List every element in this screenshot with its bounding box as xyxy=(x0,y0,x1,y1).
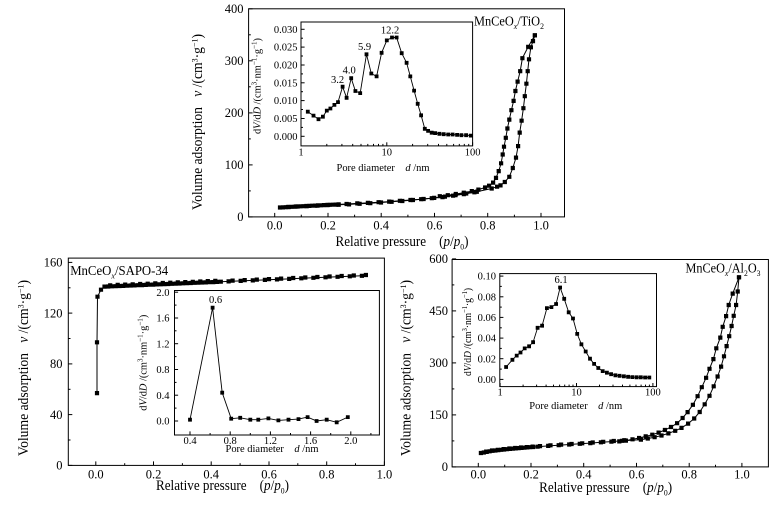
svg-text:Relative pressure (p/p0​): Relative pressure (p/p0​) xyxy=(336,234,469,252)
svg-text:160: 160 xyxy=(44,256,63,270)
svg-text:3.2: 3.2 xyxy=(331,75,344,86)
svg-text:Volume adsorption v /(cm3​·g: Volume adsorption v /(cm3​·g−1​) xyxy=(398,280,415,456)
svg-text:Volume adsorption v /(cm3​·g: Volume adsorption v /(cm3​·g−1​) xyxy=(190,34,207,210)
svg-text:Volume adsorption v /(cm3​·g: Volume adsorption v /(cm3​·g−1​) xyxy=(16,280,33,456)
svg-text:120: 120 xyxy=(44,306,63,320)
svg-text:0.4: 0.4 xyxy=(373,219,389,233)
svg-text:300: 300 xyxy=(225,54,244,68)
svg-text:0.8: 0.8 xyxy=(224,436,237,447)
svg-text:5.9: 5.9 xyxy=(358,42,371,53)
svg-text:Relative pressure (p/p0​): Relative pressure (p/p0​) xyxy=(156,478,289,496)
svg-text:0.08: 0.08 xyxy=(478,292,496,303)
svg-text:0.4: 0.4 xyxy=(576,468,592,482)
svg-text:10: 10 xyxy=(382,148,393,159)
svg-text:Pore diameter d /nm: Pore diameter d /nm xyxy=(529,400,622,412)
svg-text:0.4: 0.4 xyxy=(156,391,170,402)
svg-text:1.6: 1.6 xyxy=(156,314,169,325)
svg-text:0: 0 xyxy=(237,210,243,224)
svg-text:400: 400 xyxy=(225,2,244,16)
svg-text:0.0: 0.0 xyxy=(88,468,104,482)
svg-text:0.6: 0.6 xyxy=(629,468,645,482)
svg-text:600: 600 xyxy=(429,252,448,266)
svg-text:0.6: 0.6 xyxy=(261,468,277,482)
svg-text:100: 100 xyxy=(225,158,244,172)
svg-text:Pore diameter d /nm: Pore diameter d /nm xyxy=(226,443,319,455)
svg-text:0.10: 0.10 xyxy=(478,272,496,283)
svg-text:0.8: 0.8 xyxy=(480,219,496,233)
svg-text:1: 1 xyxy=(497,388,502,399)
svg-text:MnCeOx​/SAPO-34: MnCeOx​/SAPO-34 xyxy=(70,263,168,281)
svg-text:4.0: 4.0 xyxy=(343,66,356,77)
svg-text:0.005: 0.005 xyxy=(274,114,298,125)
svg-text:MnCeOx​/Al2​O3​: MnCeOx​/Al2​O3​ xyxy=(686,260,761,278)
svg-text:100: 100 xyxy=(645,388,661,399)
svg-text:0.020: 0.020 xyxy=(274,61,298,72)
svg-text:12.2: 12.2 xyxy=(381,26,399,37)
svg-text:0.0: 0.0 xyxy=(267,219,283,233)
svg-text:150: 150 xyxy=(429,408,448,422)
svg-text:1.0: 1.0 xyxy=(533,219,549,233)
svg-text:0.0: 0.0 xyxy=(470,468,486,482)
svg-text:0: 0 xyxy=(56,459,62,473)
svg-text:0.2: 0.2 xyxy=(146,468,162,482)
svg-text:40: 40 xyxy=(50,408,63,422)
svg-text:0.8: 0.8 xyxy=(681,468,697,482)
svg-text:450: 450 xyxy=(429,304,448,318)
svg-text:0.025: 0.025 xyxy=(274,43,298,54)
svg-text:0.00: 0.00 xyxy=(478,375,496,386)
svg-text:dV/dD /(cm3​·nm−1​·g−1​): dV/dD /(cm3​·nm−1​·g−1​) xyxy=(460,288,474,376)
svg-text:MnCeOx​/TiO2​: MnCeOx​/TiO2​ xyxy=(474,14,544,32)
svg-text:2.0: 2.0 xyxy=(344,436,357,447)
svg-text:1.2: 1.2 xyxy=(264,436,277,447)
svg-text:0.010: 0.010 xyxy=(274,96,298,107)
svg-text:0.015: 0.015 xyxy=(274,78,298,89)
svg-text:100: 100 xyxy=(465,148,481,159)
svg-text:0: 0 xyxy=(442,460,448,474)
svg-text:1.6: 1.6 xyxy=(304,436,317,447)
svg-text:0.06: 0.06 xyxy=(478,313,496,324)
svg-text:0.6: 0.6 xyxy=(427,219,443,233)
svg-text:0.0: 0.0 xyxy=(156,417,169,428)
svg-text:6.1: 6.1 xyxy=(555,275,568,286)
svg-text:0.8: 0.8 xyxy=(156,365,169,376)
svg-text:0.2: 0.2 xyxy=(523,468,539,482)
svg-text:Relative pressure (p/p0​): Relative pressure (p/p0​) xyxy=(539,480,672,498)
svg-text:0.4: 0.4 xyxy=(203,468,219,482)
svg-text:1.0: 1.0 xyxy=(377,468,393,482)
svg-text:0.6: 0.6 xyxy=(209,295,222,306)
svg-text:0.02: 0.02 xyxy=(478,354,496,365)
svg-text:dV/dD /(cm3​·nm−1​·g−1​): dV/dD /(cm3​·nm−1​·g−1​) xyxy=(136,314,150,410)
svg-text:Pore diameter d /nm: Pore diameter d /nm xyxy=(337,162,430,174)
svg-text:0.4: 0.4 xyxy=(183,436,197,447)
svg-text:dV/dD /(cm3​·nm−1​·g−1​): dV/dD /(cm3​·nm−1​·g−1​) xyxy=(250,38,264,134)
svg-text:2.0: 2.0 xyxy=(156,288,169,299)
svg-text:300: 300 xyxy=(429,356,448,370)
svg-text:80: 80 xyxy=(50,357,63,371)
svg-text:1.0: 1.0 xyxy=(734,468,750,482)
svg-text:0.030: 0.030 xyxy=(274,25,298,36)
svg-text:0.2: 0.2 xyxy=(320,219,336,233)
svg-text:10: 10 xyxy=(571,388,582,399)
svg-text:1: 1 xyxy=(298,148,303,159)
svg-text:0.8: 0.8 xyxy=(319,468,335,482)
svg-text:0.000: 0.000 xyxy=(274,132,298,143)
svg-text:0.04: 0.04 xyxy=(478,334,497,345)
svg-text:1.2: 1.2 xyxy=(156,339,169,350)
svg-text:200: 200 xyxy=(225,106,244,120)
